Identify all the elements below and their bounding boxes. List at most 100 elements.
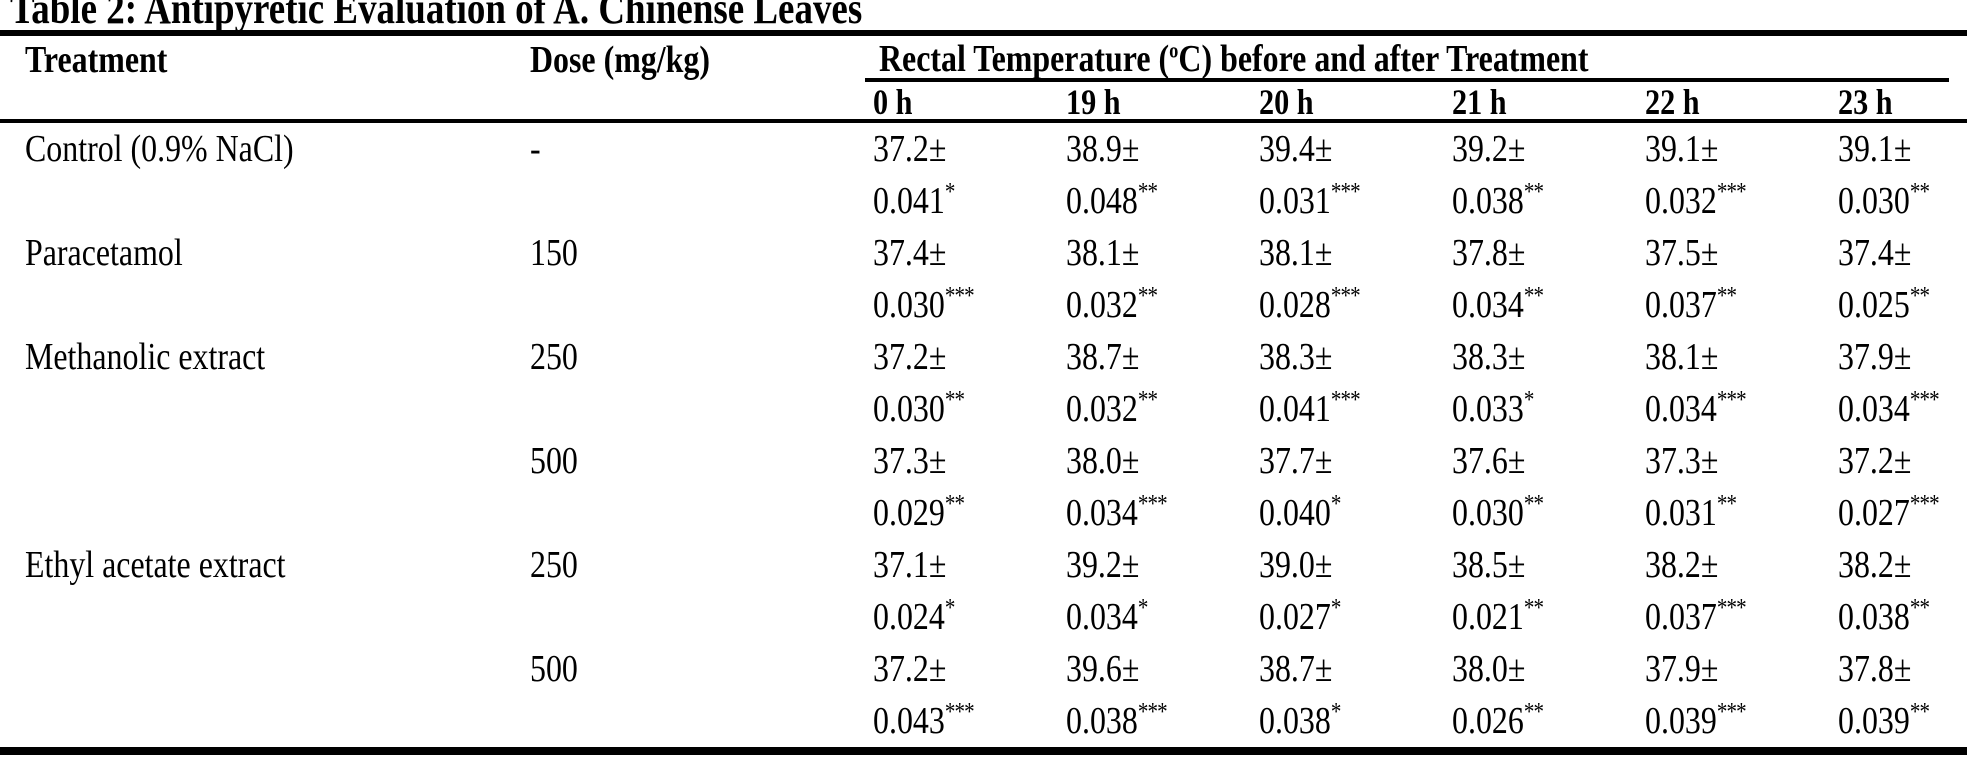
significance-stars: *** — [1909, 490, 1940, 518]
significance-stars: * — [944, 594, 955, 622]
table-row-ethyl-acetate-500: 500 37.2± 0.043*** 39.6± 0.038*** 38.7± 0.0… — [0, 643, 1967, 747]
significance-stars: ** — [1716, 282, 1737, 310]
significance-stars: * — [1330, 490, 1341, 518]
temp-cell-23h: 39.1± 0.030** — [1838, 128, 1930, 222]
temp-cell-20h: 39.0± 0.027* — [1259, 544, 1341, 638]
significance-stars: *** — [944, 282, 975, 310]
significance-stars: *** — [944, 698, 975, 726]
temp-cell-20h: 38.7± 0.038* — [1259, 648, 1341, 742]
significance-stars: ** — [1909, 698, 1930, 726]
dose-cell: 150 — [530, 232, 578, 274]
significance-stars: ** — [1909, 282, 1930, 310]
significance-stars: ** — [1137, 386, 1158, 414]
header-time-23h: 23 h — [1838, 82, 1893, 122]
temp-cell-19h: 38.1± 0.032** — [1066, 232, 1158, 326]
temp-cell-22h: 39.1± 0.032*** — [1645, 128, 1747, 222]
treatment-cell — [0, 435, 530, 539]
table-body: Control (0.9% NaCl) - 37.2± 0.041* 38.9± 0… — [0, 123, 1967, 747]
header-treatment: Treatment — [25, 39, 168, 81]
significance-stars: ** — [1716, 490, 1737, 518]
temp-cell-22h: 38.1± 0.034*** — [1645, 336, 1747, 430]
significance-stars: ** — [1523, 178, 1544, 206]
header-time-20h: 20 h — [1259, 82, 1314, 122]
dose-cell: 500 — [530, 440, 578, 482]
significance-stars: *** — [1330, 178, 1361, 206]
header-time-row: 0 h 19 h 20 h 21 h 22 h 23 h — [865, 82, 1967, 122]
temp-cell-22h: 38.2± 0.037*** — [1645, 544, 1747, 638]
header-time-22h: 22 h — [1645, 82, 1700, 122]
treatment-cell: Paracetamol — [25, 232, 183, 274]
table-row-paracetamol: Paracetamol 150 37.4± 0.030*** 38.1± 0.032… — [0, 227, 1967, 331]
temp-cell-0h: 37.4± 0.030*** — [873, 232, 975, 326]
degree-superscript: o — [1169, 37, 1179, 63]
treatment-cell: Control (0.9% NaCl) — [25, 128, 294, 170]
temp-cell-23h: 37.4± 0.025** — [1838, 232, 1930, 326]
dose-cell: 500 — [530, 648, 578, 690]
significance-stars: ** — [1909, 178, 1930, 206]
significance-stars: ** — [1523, 594, 1544, 622]
significance-stars: *** — [1909, 386, 1940, 414]
treatment-cell — [0, 643, 530, 747]
temp-cell-23h: 38.2± 0.038** — [1838, 544, 1930, 638]
temp-cell-19h: 38.0± 0.034*** — [1066, 440, 1168, 534]
temp-cell-19h: 38.9± 0.048** — [1066, 128, 1158, 222]
temp-cell-0h: 37.2± 0.041* — [873, 128, 955, 222]
significance-stars: ** — [1909, 594, 1930, 622]
temp-cell-0h: 37.1± 0.024* — [873, 544, 955, 638]
temp-cell-20h: 39.4± 0.031*** — [1259, 128, 1361, 222]
significance-stars: ** — [1137, 178, 1158, 206]
dose-cell: - — [530, 128, 541, 170]
significance-stars: ** — [944, 490, 965, 518]
significance-stars: *** — [1716, 698, 1747, 726]
temp-cell-20h: 37.7± 0.040* — [1259, 440, 1341, 534]
temp-cell-23h: 37.9± 0.034*** — [1838, 336, 1940, 430]
header-time-0h: 0 h — [873, 82, 913, 122]
significance-stars: * — [1523, 386, 1534, 414]
significance-stars: ** — [944, 386, 965, 414]
treatment-cell: Ethyl acetate extract — [25, 544, 286, 586]
temp-cell-22h: 37.5± 0.037** — [1645, 232, 1737, 326]
table-title-wrapper: Table 2: Antipyretic Evaluation of A. Ch… — [0, 0, 1967, 30]
significance-stars: ** — [1137, 282, 1158, 310]
significance-stars: *** — [1330, 386, 1361, 414]
significance-stars: *** — [1137, 490, 1168, 518]
header-time-19h: 19 h — [1066, 82, 1121, 122]
temp-cell-21h: 37.8± 0.034** — [1452, 232, 1544, 326]
temp-cell-19h: 39.2± 0.034* — [1066, 544, 1148, 638]
significance-stars: ** — [1523, 698, 1544, 726]
treatment-cell: Methanolic extract — [25, 336, 266, 378]
temp-cell-21h: 37.6± 0.030** — [1452, 440, 1544, 534]
table-row-methanolic-500: 500 37.3± 0.029** 38.0± 0.034*** 37.7± 0.04… — [0, 435, 1967, 539]
dose-cell: 250 — [530, 336, 578, 378]
temp-cell-20h: 38.1± 0.028*** — [1259, 232, 1361, 326]
temp-cell-21h: 38.0± 0.026** — [1452, 648, 1544, 742]
header-time-21h: 21 h — [1452, 82, 1507, 122]
significance-stars: *** — [1330, 282, 1361, 310]
significance-stars: *** — [1137, 698, 1168, 726]
significance-stars: ** — [1523, 490, 1544, 518]
temp-cell-22h: 37.9± 0.039*** — [1645, 648, 1747, 742]
table-row-methanolic-250: Methanolic extract 250 37.2± 0.030** 38.7… — [0, 331, 1967, 435]
header-temp-group: Rectal Temperature (oC) before and after… — [865, 36, 1967, 122]
temp-cell-21h: 38.3± 0.033* — [1452, 336, 1534, 430]
temp-cell-0h: 37.2± 0.043*** — [873, 648, 975, 742]
top-rule — [0, 30, 1967, 36]
temp-cell-20h: 38.3± 0.041*** — [1259, 336, 1361, 430]
table-row-ethyl-acetate-250: Ethyl acetate extract 250 37.1± 0.024* 39… — [0, 539, 1967, 643]
table-title: Table 2: Antipyretic Evaluation of A. Ch… — [10, 0, 863, 30]
temp-cell-19h: 39.6± 0.038*** — [1066, 648, 1168, 742]
temp-cell-22h: 37.3± 0.031** — [1645, 440, 1737, 534]
dose-cell: 250 — [530, 544, 578, 586]
header-dose: Dose (mg/kg) — [530, 39, 710, 81]
temp-cell-23h: 37.2± 0.027*** — [1838, 440, 1940, 534]
significance-stars: * — [1330, 698, 1341, 726]
bottom-rule — [0, 747, 1967, 755]
significance-stars: *** — [1716, 178, 1747, 206]
table-header-row: Treatment Dose (mg/kg) Rectal Temperatur… — [0, 36, 1967, 122]
temp-cell-21h: 38.5± 0.021** — [1452, 544, 1544, 638]
temp-cell-0h: 37.2± 0.030** — [873, 336, 965, 430]
temp-cell-0h: 37.3± 0.029** — [873, 440, 965, 534]
temp-cell-19h: 38.7± 0.032** — [1066, 336, 1158, 430]
header-temp-group-label: Rectal Temperature (oC) before and after… — [865, 36, 1949, 82]
